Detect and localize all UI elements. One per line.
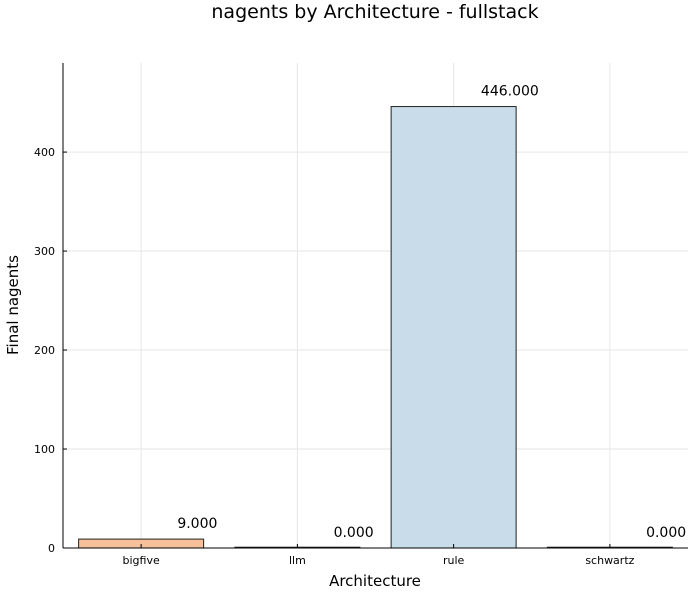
y-tick-label: 200	[34, 344, 55, 357]
y-tick-label: 300	[34, 245, 55, 258]
y-tick-label: 400	[34, 146, 55, 159]
y-tick-label: 100	[34, 443, 55, 456]
grid	[63, 63, 688, 549]
x-tick-label-llm: llm	[289, 554, 306, 567]
data-label-llm: 0.000	[334, 525, 374, 541]
data-label-schwartz: 0.000	[646, 525, 686, 541]
bar-rule	[390, 106, 517, 549]
y-axis-label: Final nagents	[4, 255, 22, 355]
data-label-rule: 446.000	[481, 84, 539, 100]
data-label-bigfive: 9.000	[177, 516, 217, 532]
bars	[78, 106, 673, 549]
chart-title: nagents by Architecture - fullstack	[211, 1, 538, 23]
x-axis-label: Architecture	[329, 572, 421, 590]
x-tick-label-bigfive: bigfive	[123, 554, 160, 567]
labels: 0 100 200 300 400 bigfive 9.000 llm 0.000 rule 446…	[34, 84, 686, 567]
x-tick-label-schwartz: schwartz	[585, 554, 634, 567]
axes	[62, 63, 688, 549]
x-tick-label-rule: rule	[443, 554, 465, 567]
y-tick-label: 0	[48, 542, 55, 555]
